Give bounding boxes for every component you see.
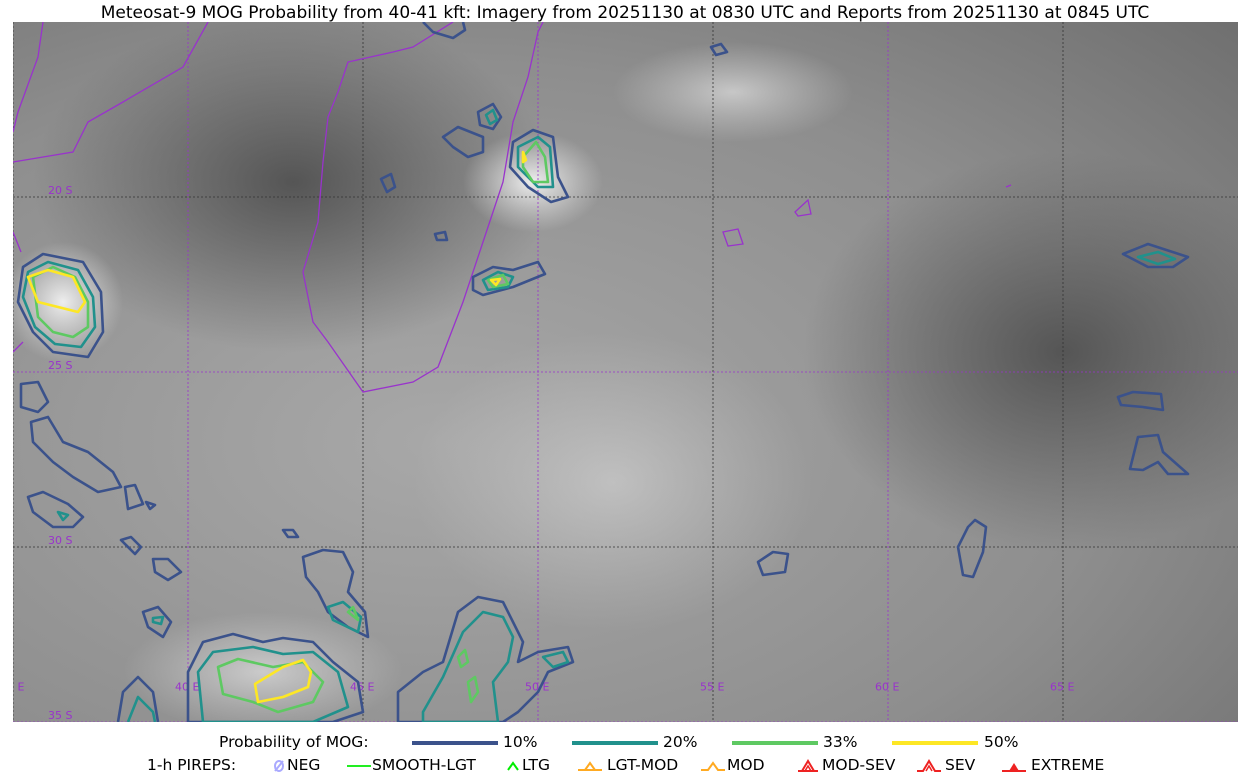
pirep-label-mod: MOD bbox=[727, 756, 765, 774]
lgt-mod-icon bbox=[578, 761, 602, 771]
pirep-label-extreme: EXTREME bbox=[1031, 756, 1105, 774]
lat-label: 25 S bbox=[48, 359, 72, 372]
sev-icon bbox=[917, 759, 941, 772]
lon-label: 60 E bbox=[875, 681, 899, 694]
legend-swatch-10 bbox=[412, 741, 498, 745]
lat-label: 20 S bbox=[48, 184, 72, 197]
legend-swatch-50 bbox=[892, 741, 978, 745]
lon-label: 45 E bbox=[350, 681, 374, 694]
cloud-region bbox=[413, 332, 813, 632]
mog-contours bbox=[16, 22, 1190, 722]
lat-label: 30 S bbox=[48, 534, 72, 547]
contour-20pct bbox=[21, 108, 1177, 722]
mod-icon bbox=[701, 761, 725, 771]
legend-swatch-20 bbox=[572, 741, 658, 745]
mod-sev-icon bbox=[798, 759, 818, 772]
satellite-map: 35 E40 E45 E50 E55 E60 E65 E20 S25 S30 S… bbox=[13, 22, 1238, 722]
smooth-lgt-icon bbox=[347, 765, 371, 767]
pirep-label-sev: SEV bbox=[945, 756, 976, 774]
coastline bbox=[13, 22, 1012, 393]
ltg-icon bbox=[507, 761, 519, 771]
pirep-label-neg: NEG bbox=[287, 756, 321, 774]
cloud-region bbox=[613, 42, 853, 142]
contour-10pct bbox=[16, 22, 1190, 722]
cloud-region bbox=[123, 612, 403, 722]
pireps-legend-title: 1-h PIREPS: bbox=[147, 756, 237, 774]
extreme-icon bbox=[1002, 763, 1026, 772]
pirep-label-smooth-lgt: SMOOTH-LGT bbox=[372, 756, 476, 774]
legend-label-20: 20% bbox=[663, 733, 698, 751]
legend-swatch-33 bbox=[732, 741, 818, 745]
contour-50pct bbox=[26, 150, 528, 704]
pirep-label-mod-sev: MOD-SEV bbox=[822, 756, 896, 774]
lon-label: 65 E bbox=[1050, 681, 1074, 694]
lon-label: 35 E bbox=[13, 681, 24, 694]
dry-region bbox=[33, 22, 553, 352]
contour-33pct bbox=[31, 140, 550, 714]
legend-label-33: 33% bbox=[823, 733, 858, 751]
pirep-label-lgt-mod: LGT-MOD bbox=[607, 756, 679, 774]
lon-label: 55 E bbox=[700, 681, 724, 694]
neg-icon bbox=[274, 760, 284, 772]
legend-label-10: 10% bbox=[503, 733, 538, 751]
figure-title: Meteosat-9 MOG Probability from 40-41 kf… bbox=[100, 3, 1150, 23]
probability-legend-title: Probability of MOG: bbox=[219, 733, 369, 751]
legend-label-50: 50% bbox=[984, 733, 1019, 751]
pirep-label-ltg: LTG bbox=[522, 756, 550, 774]
lat-label: 35 S bbox=[48, 709, 72, 722]
